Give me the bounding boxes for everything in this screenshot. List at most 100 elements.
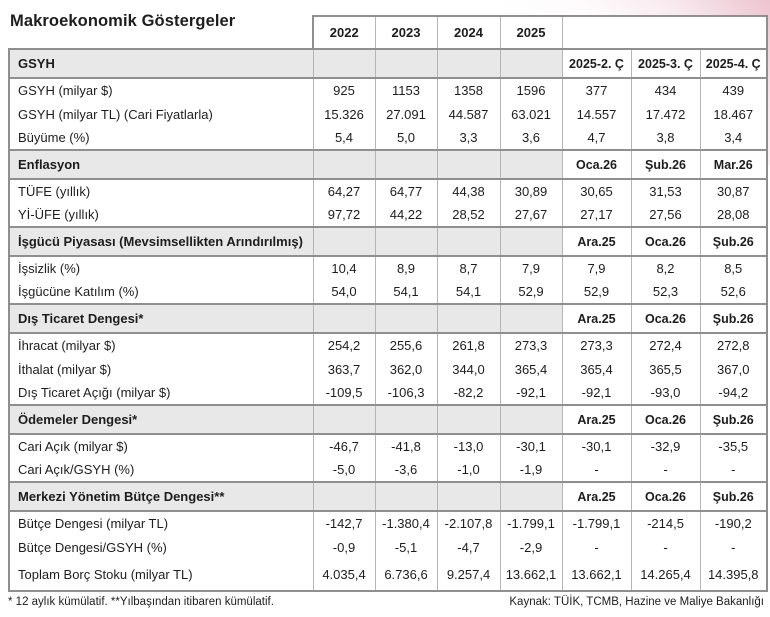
period-column-header: 2025-3. Ç xyxy=(630,48,701,79)
indicator-value: 14.557 xyxy=(561,102,632,126)
section-blank-cell xyxy=(374,149,438,180)
indicator-value: 273,3 xyxy=(499,333,563,357)
section-blank-cell xyxy=(312,48,376,79)
indicator-value: 365,5 xyxy=(630,357,701,381)
indicator-value: 54,1 xyxy=(374,280,438,304)
indicator-value: 13.662,1 xyxy=(499,559,563,592)
indicator-value: 44.587 xyxy=(436,102,501,126)
indicator-value: 3,4 xyxy=(699,126,768,150)
period-column-header: 2025-2. Ç xyxy=(561,48,632,79)
indicator-value: 344,0 xyxy=(436,357,501,381)
indicator-value: 15.326 xyxy=(312,102,376,126)
indicator-value: 8,9 xyxy=(374,256,438,280)
indicator-value: 8,5 xyxy=(699,256,768,280)
indicator-value: 9.257,4 xyxy=(436,559,501,592)
period-column-header: Oca.26 xyxy=(630,481,701,512)
indicator-value: 434 xyxy=(630,78,701,102)
indicator-value: 925 xyxy=(312,78,376,102)
section-header-label: GSYH xyxy=(8,48,314,79)
indicator-value: -92,1 xyxy=(561,381,632,405)
source-attribution: Kaynak: TÜİK, TCMB, Hazine ve Maliye Bak… xyxy=(509,596,764,608)
indicator-value: 52,3 xyxy=(630,280,701,304)
indicator-value: -0,9 xyxy=(312,535,376,559)
period-column-header: Mar.26 xyxy=(699,149,768,180)
indicator-value: 54,0 xyxy=(312,280,376,304)
indicator-value: -30,1 xyxy=(561,434,632,458)
section-blank-cell xyxy=(374,48,438,79)
indicator-value: 8,2 xyxy=(630,256,701,280)
section-blank-cell xyxy=(499,48,563,79)
indicator-value: 272,8 xyxy=(699,333,768,357)
indicator-value: -3,6 xyxy=(374,458,438,482)
section-blank-cell xyxy=(312,303,376,334)
indicator-value: 7,9 xyxy=(561,256,632,280)
section-header-label: Ödemeler Dengesi* xyxy=(8,404,314,435)
indicator-value: 27.091 xyxy=(374,102,438,126)
section-blank-cell xyxy=(499,226,563,257)
indicator-value: 64,27 xyxy=(312,179,376,203)
indicator-value: - xyxy=(699,535,768,559)
indicator-label: İhracat (milyar $) xyxy=(8,333,314,357)
period-column-header: Şub.26 xyxy=(699,303,768,334)
indicator-value: 64,77 xyxy=(374,179,438,203)
period-column-header: Oca.26 xyxy=(630,303,701,334)
indicator-value: -5,0 xyxy=(312,458,376,482)
indicator-label: Dış Ticaret Açığı (milyar $) xyxy=(8,381,314,405)
indicator-value: 4,7 xyxy=(561,126,632,150)
indicator-value: 362,0 xyxy=(374,357,438,381)
section-blank-cell xyxy=(436,149,501,180)
section-blank-cell xyxy=(312,226,376,257)
indicator-value: 30,65 xyxy=(561,179,632,203)
indicator-value: 261,8 xyxy=(436,333,501,357)
indicator-value: 1596 xyxy=(499,78,563,102)
indicator-value: 44,38 xyxy=(436,179,501,203)
period-column-header: Oca.26 xyxy=(630,404,701,435)
indicator-value: 1153 xyxy=(374,78,438,102)
indicator-label: Büyüme (%) xyxy=(8,126,314,150)
indicator-label: Toplam Borç Stoku (milyar TL) xyxy=(8,559,314,592)
indicator-value: 31,53 xyxy=(630,179,701,203)
indicator-value: -94,2 xyxy=(699,381,768,405)
indicator-value: -30,1 xyxy=(499,434,563,458)
indicator-value: -35,5 xyxy=(699,434,768,458)
indicator-value: 30,87 xyxy=(699,179,768,203)
indicator-label: TÜFE (yıllık) xyxy=(8,179,314,203)
indicator-value: 3,6 xyxy=(499,126,563,150)
period-column-header: Oca.26 xyxy=(561,149,632,180)
indicator-value: - xyxy=(561,458,632,482)
indicator-label: Cari Açık/GSYH (%) xyxy=(8,458,314,482)
period-column-header: Ara.25 xyxy=(561,303,632,334)
indicator-value: 365,4 xyxy=(499,357,563,381)
year-column-header: 2025 xyxy=(499,15,563,50)
indicator-value: -1,0 xyxy=(436,458,501,482)
section-blank-cell xyxy=(436,303,501,334)
section-blank-cell xyxy=(499,481,563,512)
indicator-value: 273,3 xyxy=(561,333,632,357)
period-column-header: Şub.26 xyxy=(699,404,768,435)
empty-header-cell xyxy=(561,15,768,50)
period-column-header: 2025-4. Ç xyxy=(699,48,768,79)
indicator-value: - xyxy=(630,458,701,482)
indicator-value: 52,9 xyxy=(561,280,632,304)
page-title: Makroekonomik Göstergeler xyxy=(10,12,236,30)
indicator-label: İşgücüne Katılım (%) xyxy=(8,280,314,304)
indicator-value: 377 xyxy=(561,78,632,102)
indicator-value: -32,9 xyxy=(630,434,701,458)
indicator-value: 254,2 xyxy=(312,333,376,357)
indicator-value: 1358 xyxy=(436,78,501,102)
indicator-value: 255,6 xyxy=(374,333,438,357)
period-column-header: Şub.26 xyxy=(699,226,768,257)
indicator-label: GSYH (milyar TL) (Cari Fiyatlarla) xyxy=(8,102,314,126)
indicator-value: - xyxy=(630,535,701,559)
indicator-value: -1.380,4 xyxy=(374,511,438,535)
section-header-label: Enflasyon xyxy=(8,149,314,180)
footnotes-row: * 12 aylık kümülatif. **Yılbaşından itib… xyxy=(8,596,764,608)
indicator-label: İşsizlik (%) xyxy=(8,256,314,280)
section-blank-cell xyxy=(312,404,376,435)
section-blank-cell xyxy=(436,404,501,435)
year-column-header: 2022 xyxy=(312,15,376,50)
period-column-header: Ara.25 xyxy=(561,481,632,512)
indicator-value: 27,67 xyxy=(499,203,563,227)
indicator-value: 30,89 xyxy=(499,179,563,203)
indicator-value: 18.467 xyxy=(699,102,768,126)
